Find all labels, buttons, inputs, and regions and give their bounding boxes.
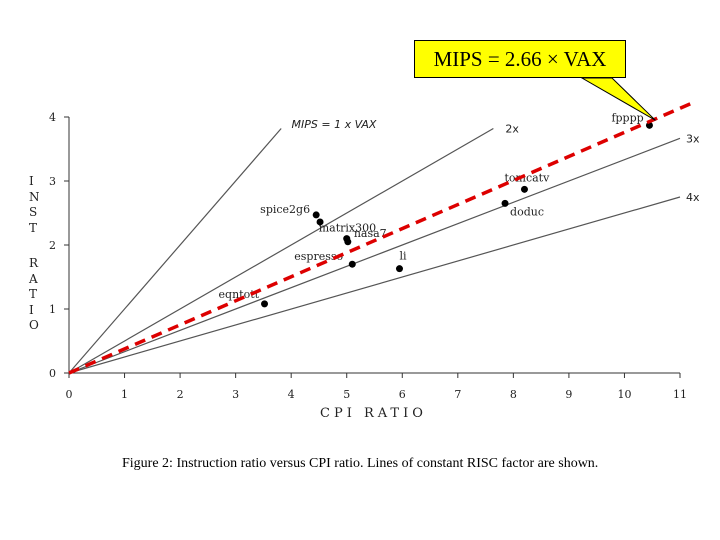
data-point [316,218,324,226]
x-tick-label: 0 [66,388,73,401]
y-tick-label: 4 [49,111,56,124]
y-axis-label-letter: T [29,287,38,301]
x-tick-label: 11 [673,388,687,401]
x-tick-label: 8 [510,388,517,401]
data-point [348,260,356,268]
figure-caption: Figure 2: Instruction ratio versus CPI r… [122,456,599,471]
y-tick-label: 2 [49,239,56,252]
callout-box: MIPS = 2.66 × VAX [414,40,626,78]
x-tick-label: 9 [565,388,572,401]
x-tick-label: 10 [617,388,631,401]
data-point-label: tomcatv [504,171,550,184]
data-point-label: spice2g6 [260,203,310,216]
ref-line [68,196,681,374]
ref-line [68,128,494,374]
callout-text: MIPS = 2.66 × VAX [433,46,607,71]
x-tick-label: 1 [121,388,128,401]
data-point-label: doduc [510,205,544,218]
y-tick-label: 1 [49,303,56,316]
callout-pointer [580,77,656,121]
data-point [344,238,352,246]
y-axis-label-letter: S [29,205,38,219]
x-tick-label: 4 [288,388,295,401]
data-point-label: fpppp [611,111,643,124]
y-axis-label-letter: I [29,302,34,317]
x-tick-label: 3 [232,388,239,401]
data-point [520,185,528,193]
ref-line-label: 4x [686,191,700,204]
y-axis-label-letter: O [29,318,39,332]
y-axis-label-letter: A [29,271,38,286]
y-axis-label-letter: N [29,189,40,204]
x-tick-label: 5 [343,388,350,401]
ref-line-label: 2x [505,123,519,136]
data-point-label: eqntott [219,288,260,301]
data-point [261,300,269,308]
y-axis-label-letter: I [29,174,34,188]
ref-line [68,128,282,374]
y-axis-label-letter: T [29,220,38,235]
data-point-label: li [399,250,407,263]
ref-line-label: MIPS = 1 x VAX [292,118,377,131]
highlight-line [68,101,692,375]
y-tick-label: 0 [49,367,56,380]
reference-lines: MIPS = 1 x VAX 2x 3x 4x [68,118,700,374]
x-axis-label: CPI RATIO [320,406,427,421]
data-point [395,265,403,273]
data-point [312,211,320,219]
x-tick-label: 7 [454,388,461,401]
axes: 0 1 2 3 4 5 6 7 8 9 10 11 0 1 2 3 4 [49,111,687,401]
data-point [501,199,509,207]
data-point-label: matrix300 [319,222,376,235]
ref-line-label: 3x [686,132,700,145]
x-tick-label: 2 [177,388,184,401]
callout-arrow [580,77,656,121]
y-tick-label: 3 [49,175,56,188]
x-tick-label: 6 [399,388,406,401]
data-point-label: nasa7 [354,227,387,240]
ref-line [68,137,681,374]
data-point-label: espresso [294,250,343,263]
highlight-dashed-line [68,101,692,375]
y-axis-label-letter: R [29,256,39,270]
